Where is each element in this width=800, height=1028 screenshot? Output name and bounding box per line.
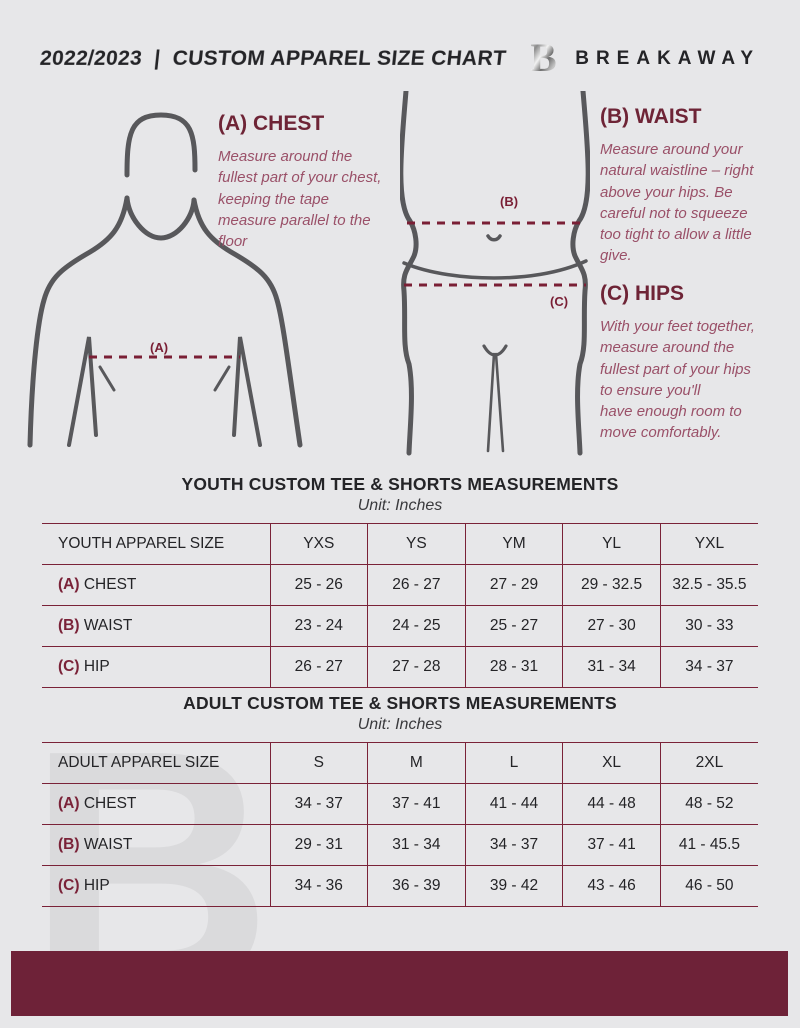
svg-text:B: B (531, 38, 557, 80)
